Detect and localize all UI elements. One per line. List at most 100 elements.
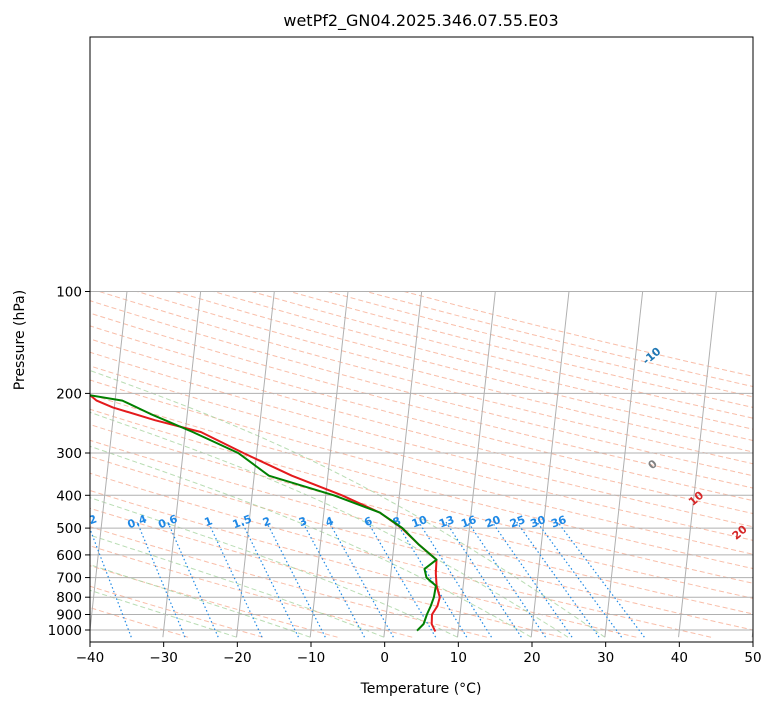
dry-adiabat (404, 291, 753, 377)
dry-adiabat (99, 291, 753, 465)
x-tick-label: 50 (744, 650, 761, 666)
dry-adiabat (90, 455, 753, 631)
x-tick-label: 30 (597, 650, 614, 666)
dry-adiabat (365, 291, 753, 388)
moist-adiabat (90, 589, 237, 638)
isotherm-label: 10 (686, 488, 706, 508)
mixing-ratio-line (136, 521, 186, 638)
dry-adiabat (90, 312, 753, 489)
y-tick-label: 300 (56, 446, 82, 462)
x-tick-label: −40 (76, 650, 105, 666)
moist-adiabat (90, 534, 385, 638)
mixing-ratio-label: 20 (483, 513, 502, 531)
mixing-ratio-line (491, 521, 573, 638)
mixing-ratio-label: 36 (549, 513, 568, 531)
mixing-ratio-line (445, 521, 522, 638)
mixing-ratio-line (395, 521, 468, 638)
mixing-ratio-line (207, 521, 263, 638)
dry-adiabat (90, 338, 753, 515)
dry-adiabat (90, 607, 189, 638)
mixing-ratio-label: 13 (437, 513, 456, 530)
isotherm-line (309, 291, 349, 638)
mixing-ratio-label: 4 (324, 514, 336, 529)
x-axis-label: Temperature (°C) (360, 681, 482, 697)
mixing-ratio-line (418, 521, 492, 638)
mixing-ratio-line (467, 521, 547, 638)
mixing-ratio-line (167, 521, 219, 638)
isotherm-label: -10 (640, 345, 664, 368)
dewpoint-profile-line (90, 394, 438, 632)
dry-adiabat (90, 472, 712, 638)
x-tick-label: −30 (149, 650, 178, 666)
dry-adiabat (90, 526, 488, 638)
dry-adiabat (90, 365, 753, 541)
dry-adiabat (137, 291, 753, 453)
line-labels: -100-90-80-70-60-50-40-30-20-10010203040… (29, 345, 750, 543)
y-tick-label: 700 (56, 571, 82, 587)
y-tick-label: 400 (56, 488, 82, 504)
y-tick-label: 800 (56, 590, 82, 606)
dry-adiabat (90, 565, 338, 638)
dry-adiabat (90, 408, 753, 584)
x-tick-label: 0 (380, 650, 389, 666)
dry-adiabat (90, 379, 753, 555)
chart-title: wetPf2_GN04.2025.346.07.55.E03 (283, 11, 558, 31)
mixing-ratio-line (536, 521, 623, 638)
dry-adiabat (90, 439, 753, 615)
isotherm-line (236, 291, 275, 638)
isotherm-line (457, 291, 496, 638)
y-axis-label: Pressure (hPa) (12, 290, 28, 390)
isotherm-line (530, 291, 570, 638)
mixing-ratio-label: 0.4 (126, 512, 149, 531)
isotherm-line (678, 291, 717, 638)
mixing-ratio-line (516, 521, 600, 638)
isotherm-line (751, 625, 753, 638)
mixing-ratio-label: 0.1 (29, 512, 52, 531)
dry-adiabat (90, 351, 753, 528)
y-tick-label: 100 (56, 285, 82, 301)
moist-adiabat (90, 411, 569, 638)
axes: −40 −30 −20 −10 0 10 20 30 40 5010009008007006005… (48, 285, 762, 667)
isotherm-label: 0 (646, 457, 660, 472)
temperature-profile-line (90, 393, 441, 632)
isotherm-line (90, 291, 128, 635)
mixing-ratio-label: 8 (391, 514, 403, 529)
y-tick-label: 600 (56, 548, 82, 564)
moist-adiabat (90, 564, 311, 638)
isotherm-line (604, 291, 644, 638)
dry-adiabat (90, 300, 753, 477)
isotherm-line (162, 291, 202, 638)
mixing-ratio-label: 1.5 (231, 512, 254, 531)
x-tick-label: 20 (523, 650, 540, 666)
background-lines (90, 291, 753, 638)
mixing-ratio-label: 25 (508, 513, 527, 530)
mixing-ratio-label: 10 (410, 513, 429, 531)
mixing-ratio-line (241, 521, 299, 638)
mixing-ratio-line (557, 521, 645, 638)
mixing-ratio-label: 30 (529, 513, 548, 531)
y-tick-label: 200 (56, 386, 82, 402)
dry-adiabat (175, 291, 753, 442)
mixing-ratio-line (302, 521, 366, 638)
moist-adiabat (90, 369, 606, 638)
mixing-ratio-line (266, 521, 326, 638)
plot-frame (89, 36, 754, 643)
moist-adiabat (90, 445, 532, 638)
mixing-ratio-label: 0.6 (157, 512, 180, 531)
dry-adiabat (90, 393, 753, 570)
mixing-ratio-label: 0.2 (76, 512, 99, 531)
x-tick-label: −20 (223, 650, 252, 666)
y-tick-label: 900 (56, 608, 82, 624)
x-tick-label: −10 (297, 650, 326, 666)
y-tick-label: 1000 (48, 623, 82, 639)
y-tick-label: 500 (56, 521, 82, 537)
dry-adiabat (213, 291, 753, 430)
dry-adiabat (90, 325, 753, 502)
dry-adiabat (327, 291, 753, 398)
x-tick-label: 40 (671, 650, 688, 666)
mixing-ratio-label: 3 (297, 514, 309, 529)
x-tick-label: 10 (450, 650, 467, 666)
profiles (90, 393, 441, 632)
mixing-ratio-label: 16 (459, 513, 478, 531)
